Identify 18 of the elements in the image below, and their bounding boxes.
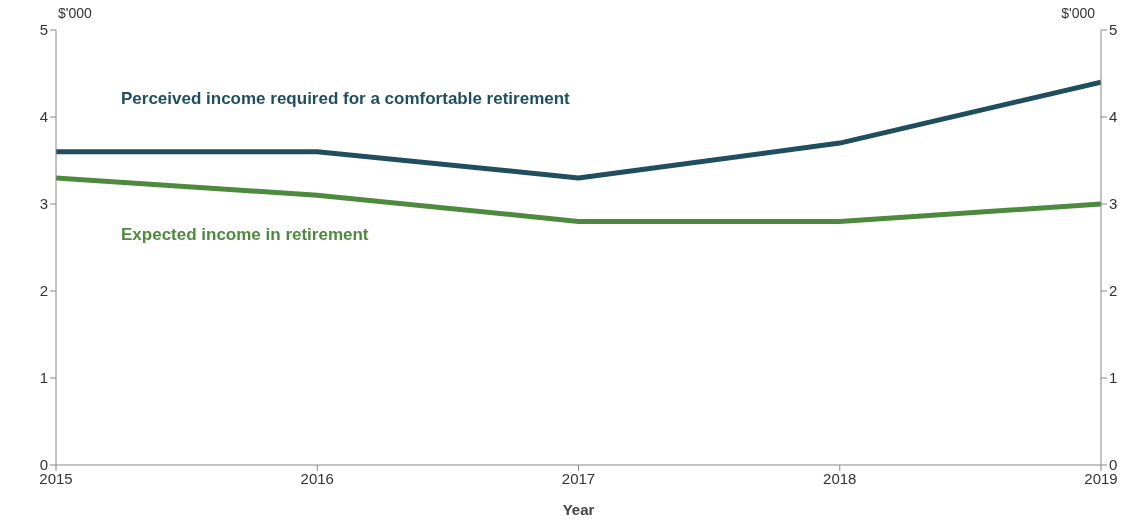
y2-tick-label: 3 bbox=[1109, 195, 1118, 213]
y2-tick-label: 4 bbox=[1109, 108, 1118, 126]
y-tick-label: 4 bbox=[39, 108, 48, 126]
text: Perceived income required for a comfortable retirement bbox=[121, 88, 571, 108]
x-axis-title: Year bbox=[562, 501, 595, 518]
y-axis-title: $'000 bbox=[58, 4, 93, 21]
x-tick-label: 2016 bbox=[300, 469, 334, 487]
x-tick-label: 2018 bbox=[823, 469, 857, 487]
y-tick-label: 1 bbox=[39, 369, 48, 387]
series-label: Expected income in retirement bbox=[121, 224, 369, 244]
y-tick-label: 5 bbox=[39, 21, 48, 39]
x-tick-label: 2017 bbox=[561, 469, 596, 487]
y-tick-label: 2 bbox=[39, 282, 48, 300]
y2-tick-label: 2 bbox=[1109, 282, 1118, 300]
y2-axis-title: $'000 bbox=[1061, 4, 1096, 21]
y2-tick-label: 1 bbox=[1109, 369, 1118, 387]
y-tick-label: 3 bbox=[39, 195, 48, 213]
y2-tick-label: 5 bbox=[1109, 21, 1118, 39]
